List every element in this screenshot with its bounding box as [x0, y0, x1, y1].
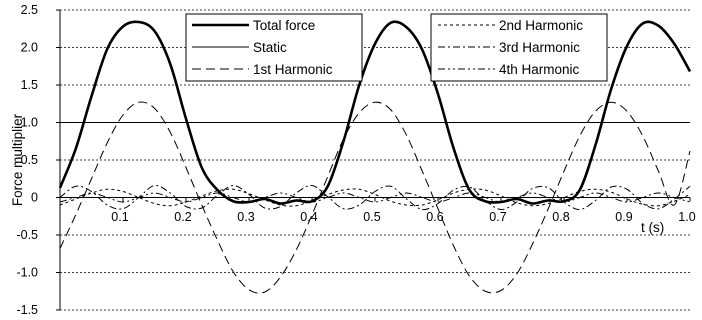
y-tick-label: -1.0 [16, 266, 38, 280]
y-tick-label: 0 [31, 191, 38, 205]
legend-left: Total force Static 1st Harmonic [185, 13, 363, 82]
x-tick-label: 0.4 [300, 210, 317, 224]
legend-label-2nd-harmonic: 2nd Harmonic [499, 18, 583, 33]
x-axis-title: t (s) [641, 220, 664, 235]
y-tick-label: -1.5 [16, 303, 38, 317]
y-tick-label: 2.0 [21, 41, 38, 55]
legend-right-box [430, 13, 608, 82]
series-line-1st-harmonic [59, 101, 691, 294]
x-tick-label: 0.3 [237, 210, 254, 224]
y-tick-label: 1.5 [21, 78, 38, 92]
y-tick-label: 0.5 [21, 153, 38, 167]
x-tick-label: 0.7 [489, 210, 506, 224]
series-line-3rd-harmonic [59, 184, 691, 211]
y-axis-title: Force multiplier [10, 113, 25, 206]
legend-label-1st-harmonic: 1st Harmonic [253, 62, 333, 77]
y-tick-label: 1.0 [21, 116, 38, 130]
y-tick-label: 2.5 [21, 3, 38, 17]
x-tick-label: 0.6 [426, 210, 443, 224]
y-tick-label: -0.5 [16, 228, 38, 242]
series-line-2nd-harmonic [59, 188, 691, 207]
series-lines [58, 20, 692, 294]
series-line-total-force [58, 20, 692, 205]
legend-label-3rd-harmonic: 3rd Harmonic [499, 40, 580, 55]
x-tick-label: 0.2 [174, 210, 191, 224]
legend-label-total-force: Total force [253, 18, 315, 33]
legend-label-static: Static [253, 40, 287, 55]
gridlines [60, 9, 690, 311]
legend-label-4th-harmonic: 4th Harmonic [499, 62, 580, 77]
x-tick-label: 0.5 [363, 210, 380, 224]
x-tick-label: 0.9 [615, 210, 632, 224]
x-tick-label: 1.0 [678, 210, 695, 224]
legend-right: 2nd Harmonic 3rd Harmonic 4th Harmonic [430, 13, 608, 82]
series-line-4th-harmonic [59, 192, 691, 203]
x-tick-labels: 0.1 0.2 0.3 0.4 0.5 0.6 0.7 0.8 0.9 1.0 [111, 210, 695, 224]
x-tick-label: 0.8 [552, 210, 569, 224]
x-tick-label: 0.1 [111, 210, 128, 224]
y-tick-labels: -1.5 -1.0 -0.5 0 0.5 1.0 1.5 2.0 2.5 [16, 3, 38, 317]
